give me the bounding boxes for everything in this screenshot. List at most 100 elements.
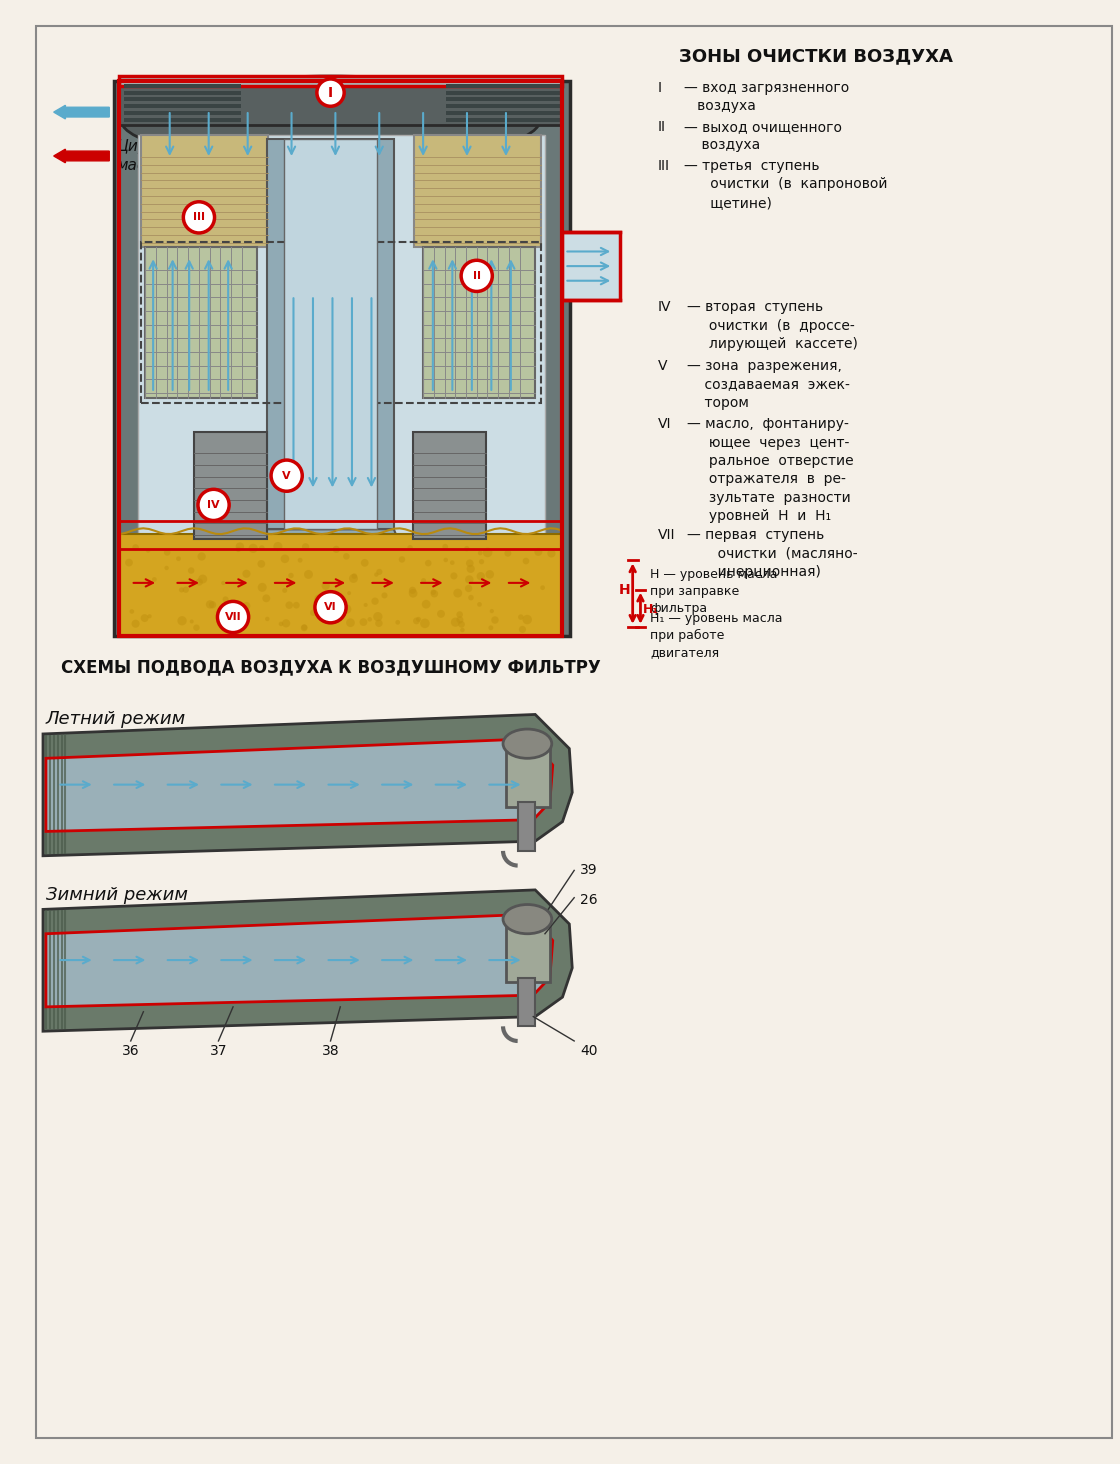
Polygon shape [43,714,572,856]
Circle shape [374,572,379,577]
Text: VI: VI [324,602,337,612]
Text: H: H [619,583,631,597]
Circle shape [489,609,494,613]
Circle shape [430,590,436,594]
Polygon shape [46,914,553,1007]
Circle shape [281,555,289,564]
Circle shape [315,591,346,622]
Circle shape [477,602,482,606]
Circle shape [132,545,139,550]
Circle shape [209,602,216,609]
Circle shape [146,548,150,553]
Circle shape [304,569,312,578]
Text: — вторая  ступень
     очистки  (в  дроссе-
     лирующей  кассете): — вторая ступень очистки (в дроссе- лиру… [688,300,858,351]
Text: I: I [659,81,662,95]
Circle shape [328,599,336,606]
Circle shape [416,616,421,622]
Circle shape [221,625,228,632]
Bar [446,104,562,108]
Circle shape [179,587,184,593]
Circle shape [424,559,431,567]
Circle shape [165,565,169,569]
Circle shape [130,609,134,613]
Text: — масло,  фонтаниру-
     ющее  через  цент-
     ральное  отверстие
     отража: — масло, фонтаниру- ющее через цент- рал… [688,417,853,523]
Circle shape [342,605,352,613]
Bar [141,135,268,246]
Bar [119,81,561,637]
Text: VII: VII [659,529,675,542]
Circle shape [478,550,483,555]
Circle shape [523,558,530,564]
Circle shape [522,615,532,624]
Circle shape [373,612,383,621]
Polygon shape [46,739,553,832]
Bar [446,111,562,116]
Bar [138,135,545,616]
Circle shape [259,545,264,550]
Text: — первая  ступень
       очистки  (масляно-
       инерционная): — первая ступень очистки (масляно- инерц… [688,529,858,580]
Bar [517,978,535,1026]
Circle shape [467,565,475,572]
Circle shape [376,569,382,575]
Circle shape [364,603,367,608]
Circle shape [317,79,344,107]
Circle shape [504,550,512,556]
Bar [194,432,268,539]
Bar [114,81,570,637]
Text: VI: VI [659,417,672,432]
Text: V: V [659,359,668,373]
Circle shape [148,615,151,618]
Text: СХЕМЫ ПОДВОДА ВОЗДУХА К ВОЗДУШНОМУ ФИЛЬТРУ: СХЕМЫ ПОДВОДА ВОЗДУХА К ВОЗДУШНОМУ ФИЛЬТ… [60,657,600,676]
Circle shape [479,559,484,564]
Circle shape [321,581,330,590]
Circle shape [242,569,251,578]
Circle shape [282,619,290,628]
Circle shape [301,624,307,631]
Bar [414,135,541,246]
Circle shape [465,575,474,584]
Circle shape [352,574,357,578]
Text: III: III [659,160,670,173]
Bar [268,139,394,530]
Circle shape [224,606,231,613]
Bar [124,104,241,108]
Text: — вход загрязненного
   воздуха: — вход загрязненного воздуха [684,81,850,113]
Text: H₁: H₁ [643,603,659,616]
Circle shape [468,594,474,600]
Circle shape [217,602,249,632]
Circle shape [367,616,372,622]
Circle shape [360,618,367,627]
Circle shape [464,546,469,552]
Circle shape [442,543,448,549]
Bar [446,91,562,95]
Bar [283,139,377,530]
Bar [124,119,241,122]
Circle shape [198,574,207,584]
Circle shape [206,600,214,609]
Circle shape [197,552,206,561]
Text: — выход очищенного
    воздуха: — выход очищенного воздуха [684,120,842,152]
Bar [446,98,562,101]
Circle shape [519,625,526,632]
Circle shape [183,587,189,593]
Circle shape [125,559,133,567]
Bar [119,76,561,124]
Text: Н — уровень масла
при заправке
фильтра: Н — уровень масла при заправке фильтра [651,568,777,615]
Circle shape [258,583,267,591]
Circle shape [466,559,474,567]
Bar [124,91,241,95]
Circle shape [422,600,430,609]
Text: Н₁ — уровень масла
при работе
двигателя: Н₁ — уровень масла при работе двигателя [651,612,783,659]
Circle shape [483,548,493,558]
Bar [446,119,562,122]
Circle shape [152,577,157,581]
Circle shape [293,602,300,609]
Bar [146,246,258,398]
Circle shape [460,628,465,632]
Circle shape [456,612,463,618]
Text: Циркуляция
масла: Циркуляция масла [116,139,214,173]
Bar [141,242,541,403]
Text: Зимний режим: Зимний режим [46,886,188,903]
Circle shape [408,545,413,550]
Bar [124,111,241,116]
